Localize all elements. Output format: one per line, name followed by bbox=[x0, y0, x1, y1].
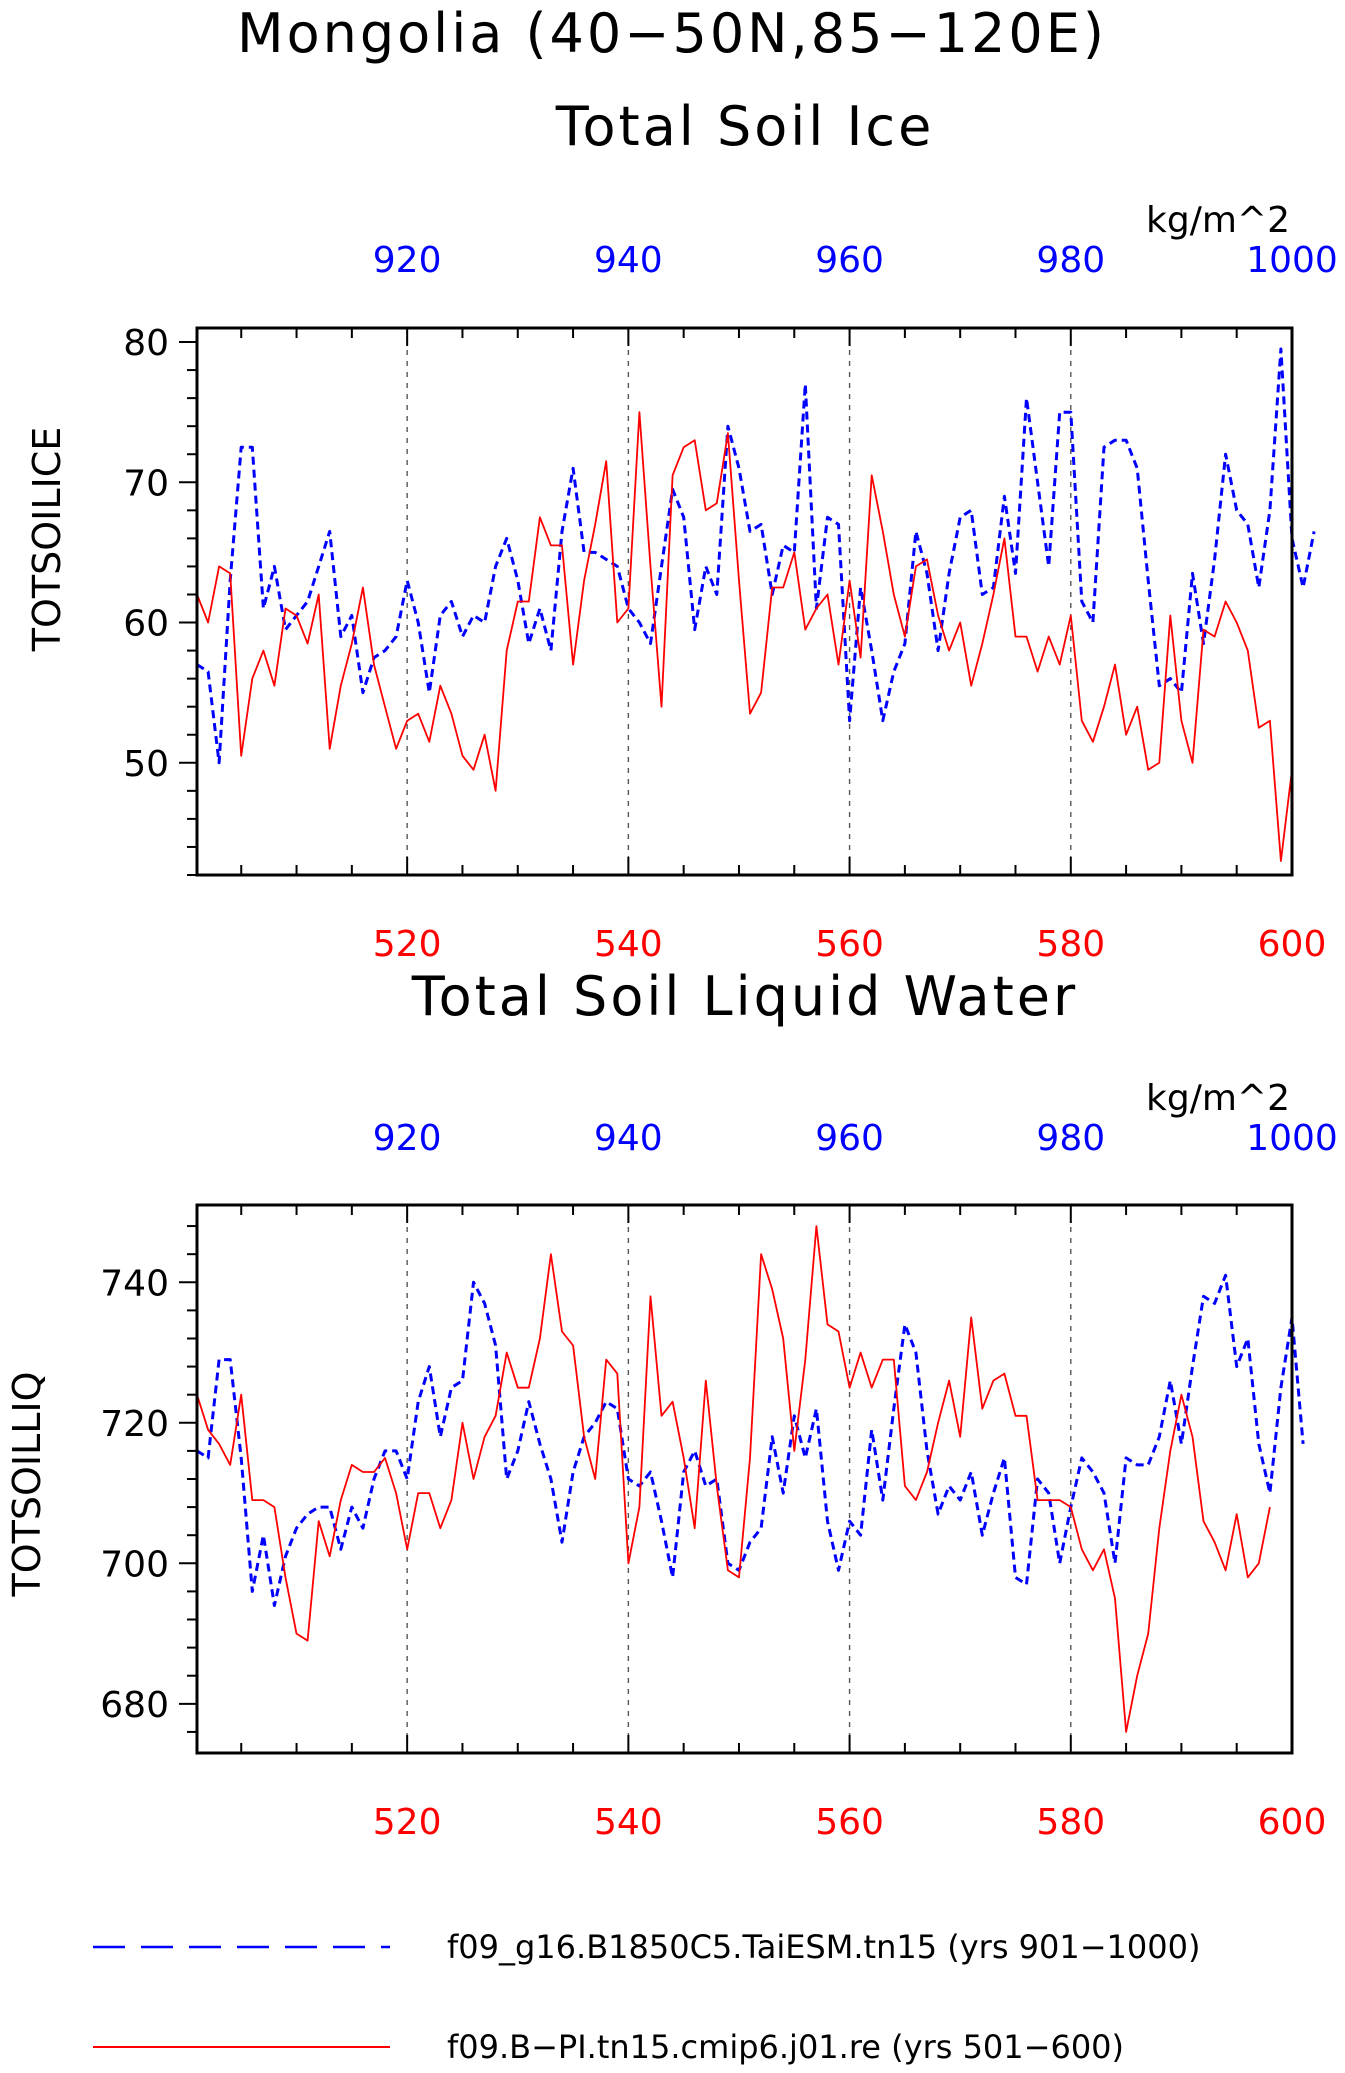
x-top-tick-label: 1000 bbox=[1246, 1118, 1338, 1159]
y-tick-label: 50 bbox=[123, 744, 169, 785]
x-tick-label: 560 bbox=[815, 924, 884, 965]
y-axis-label-soil-liquid: TOTSOILLIQ bbox=[5, 1371, 49, 1597]
x-tick-label: 540 bbox=[594, 924, 663, 965]
x-top-tick-label: 940 bbox=[594, 240, 663, 281]
x-top-tick-label: 1000 bbox=[1246, 240, 1338, 281]
series-line-cmip6 bbox=[196, 411, 1293, 862]
legend-label-cmip6: f09.B−PI.tn15.cmip6.j01.re (yrs 501−600) bbox=[447, 2028, 1124, 2066]
soil-ice-panel: Total Soil Ice kg/m^2 TOTSOILICE 520 540 5… bbox=[25, 95, 1338, 965]
soil-liquid-panel: Total Soil Liquid Water kg/m^2 TOTSOILLI… bbox=[5, 965, 1338, 1843]
x-top-tick-label: 920 bbox=[373, 1118, 442, 1159]
units-label-soil-ice: kg/m^2 bbox=[1146, 200, 1290, 241]
x-top-tick-label: 980 bbox=[1036, 1118, 1105, 1159]
figure-title: Mongolia (40−50N,85−120E) bbox=[237, 2, 1107, 65]
x-top-tick-label: 960 bbox=[815, 240, 884, 281]
x-tick-label: 520 bbox=[373, 1802, 442, 1843]
x-top-tick-label: 920 bbox=[373, 240, 442, 281]
legend: f09_g16.B1850C5.TaiESM.tn15 (yrs 901−100… bbox=[93, 1928, 1200, 2066]
y-axis-label-soil-ice: TOTSOILICE bbox=[25, 427, 69, 653]
x-tick-label: 520 bbox=[373, 924, 442, 965]
series-line-cmip6 bbox=[196, 1225, 1271, 1733]
x-tick-label: 580 bbox=[1036, 924, 1105, 965]
x-top-tick-label: 980 bbox=[1036, 240, 1105, 281]
x-tick-label: 600 bbox=[1258, 924, 1327, 965]
legend-label-taiesm: f09_g16.B1850C5.TaiESM.tn15 (yrs 901−100… bbox=[447, 1928, 1200, 1966]
plot-frame-soil-ice bbox=[195, 326, 1294, 877]
y-tick-label: 740 bbox=[100, 1263, 169, 1304]
y-tick-label: 700 bbox=[100, 1544, 169, 1585]
x-tick-label: 560 bbox=[815, 1802, 884, 1843]
y-tick-label: 720 bbox=[100, 1404, 169, 1445]
y-tick-label: 70 bbox=[123, 463, 169, 504]
units-label-soil-liquid: kg/m^2 bbox=[1146, 1078, 1290, 1119]
panel-title-soil-ice: Total Soil Ice bbox=[555, 95, 935, 158]
x-top-tick-label: 940 bbox=[594, 1118, 663, 1159]
series-line-taiesm bbox=[196, 347, 1316, 765]
x-tick-label: 600 bbox=[1258, 1802, 1327, 1843]
series-line-taiesm bbox=[196, 1273, 1305, 1607]
x-top-tick-label: 960 bbox=[815, 1118, 884, 1159]
plot-frame-soil-liquid bbox=[195, 1203, 1294, 1755]
y-tick-label: 60 bbox=[123, 604, 169, 645]
panel-title-soil-liquid: Total Soil Liquid Water bbox=[411, 965, 1078, 1028]
y-tick-label: 80 bbox=[123, 323, 169, 364]
x-tick-label: 540 bbox=[594, 1802, 663, 1843]
y-tick-label: 680 bbox=[100, 1685, 169, 1726]
x-tick-label: 580 bbox=[1036, 1802, 1105, 1843]
